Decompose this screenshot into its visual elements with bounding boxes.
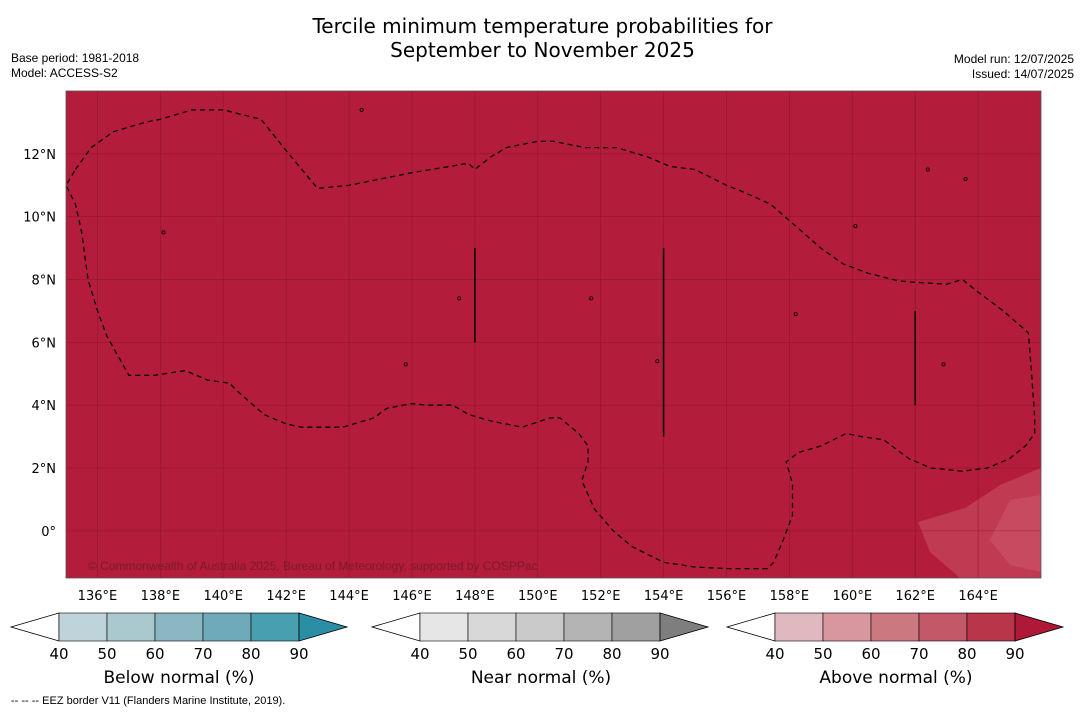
lat-tick-label: 8°N (32, 274, 57, 289)
island-outline (655, 359, 660, 364)
above-normal-colorbar: 40 50 60 70 80 90 (725, 612, 1065, 663)
colorbar-segment (154, 612, 204, 642)
colorbar-tick-label: 40 (765, 645, 784, 663)
island-outline (853, 224, 858, 229)
colorbar-tick-label: 70 (193, 645, 212, 663)
lat-tick-label: 4°N (32, 399, 57, 414)
rainband-lines (474, 248, 916, 437)
colorbar-tick-label: 50 (813, 645, 832, 663)
colorbar-tick-label: 70 (554, 645, 573, 663)
colorbar-segment (774, 612, 824, 642)
island-outline (589, 296, 594, 301)
lon-tick-label: 146°E (392, 589, 432, 604)
latitude-labels: 0° 2°N 4°N 6°N 8°N 10°N 12°N (23, 148, 56, 540)
colorbar-left-extension (370, 612, 421, 642)
eez-border (66, 109, 1036, 570)
colorbar-tick-label: 90 (1005, 645, 1024, 663)
colorbar-left-extension (725, 612, 776, 642)
island-outline (404, 55, 407, 58)
colorbar-tick-label: 80 (241, 645, 260, 663)
islands (161, 55, 968, 367)
copyright-text: © Commonwealth of Australia 2025, Bureau… (88, 559, 538, 573)
meta-left: Base period: 1981-2018 Model: ACCESS-S2 (11, 51, 139, 81)
colorbar-segment (563, 612, 613, 642)
island-outline (941, 362, 946, 367)
model-run-text: Model run: 12/07/2025 (953, 52, 1074, 66)
colorbar-right-extension (1014, 612, 1065, 642)
lat-tick-label: 6°N (32, 336, 57, 351)
below-normal-label: Below normal (%) (103, 668, 255, 688)
colorbar-tick-label: 90 (289, 645, 308, 663)
lon-tick-label: 160°E (833, 589, 873, 604)
colorbar-tick-label: 40 (49, 645, 68, 663)
colorbar-tick-label: 50 (458, 645, 477, 663)
lat-tick-label: 2°N (32, 462, 57, 477)
colorbar-segment (822, 612, 872, 642)
colorbar-segment (966, 612, 1016, 642)
colorbar-segment (202, 612, 252, 642)
colorbar-segment (870, 612, 920, 642)
colorbar-tick-label: 60 (145, 645, 164, 663)
lon-tick-label: 164°E (958, 589, 998, 604)
colorbar-tick-label: 50 (97, 645, 116, 663)
lon-tick-label: 158°E (770, 589, 810, 604)
issued-text: Issued: 14/07/2025 (971, 67, 1074, 81)
colorbar-segment (467, 612, 517, 642)
lon-tick-label: 150°E (518, 589, 558, 604)
below-normal-colorbar: 40 50 60 70 80 90 (9, 612, 349, 663)
colorbar-tick-label: 40 (410, 645, 429, 663)
colorbar-segment (250, 612, 300, 642)
lon-tick-label: 154°E (644, 589, 684, 604)
map-title-line-1: Tercile minimum temperature probabilitie… (312, 14, 773, 38)
island-outline (793, 312, 798, 317)
eez-footnote: -- -- -- EEZ border V11 (Flanders Marine… (11, 695, 286, 707)
colorbar-right-extension (298, 612, 349, 642)
lon-tick-label: 148°E (455, 589, 495, 604)
colorbar-right-extension (659, 612, 710, 642)
lon-tick-label: 162°E (895, 589, 935, 604)
island-outline (403, 362, 408, 367)
model-text: Model: ACCESS-S2 (11, 66, 118, 80)
meta-right: Model run: 12/07/2025 Issued: 14/07/2025 (954, 52, 1074, 82)
colorbar-segment (515, 612, 565, 642)
colorbar-tick-label: 60 (861, 645, 880, 663)
lat-tick-label: 10°N (23, 211, 56, 226)
island-outline (925, 167, 930, 172)
island-outline (359, 107, 364, 112)
colorbar-segment (58, 612, 108, 642)
lon-tick-label: 142°E (266, 589, 306, 604)
near-normal-colorbar: 40 50 60 70 80 90 (370, 612, 710, 663)
lon-tick-label: 138°E (141, 589, 181, 604)
lon-tick-label: 156°E (707, 589, 747, 604)
map-area (66, 91, 1041, 578)
colorbar-tick-label: 80 (957, 645, 976, 663)
colorbar-segment (106, 612, 156, 642)
near-normal-label: Near normal (%) (470, 668, 612, 688)
base-period-text: Base period: 1981-2018 (11, 51, 140, 65)
island-outline (457, 296, 462, 301)
island-outline (161, 230, 166, 235)
longitude-labels: 136°E 138°E 140°E 142°E 144°E 146°E 148°E 150°E… (78, 589, 998, 604)
colorbar-segment (611, 612, 661, 642)
lon-tick-label: 152°E (581, 589, 621, 604)
lat-tick-label: 0° (41, 525, 56, 540)
colorbar-tick-label: 70 (909, 645, 928, 663)
colorbar-segment (918, 612, 968, 642)
lon-tick-label: 140°E (203, 589, 243, 604)
colorbar-tick-label: 90 (650, 645, 669, 663)
lon-tick-label: 144°E (329, 589, 369, 604)
lon-tick-label: 136°E (78, 589, 118, 604)
island-outline (963, 176, 968, 181)
lat-tick-label: 12°N (23, 148, 56, 163)
above-normal-label: Above normal (%) (819, 668, 973, 688)
colorbar-tick-label: 60 (506, 645, 525, 663)
above-normal-lighter-patch (990, 495, 1041, 572)
colorbar-segment (419, 612, 469, 642)
colorbars: 40 50 60 70 80 90 40 50 60 70 80 90 40 50 60 70 80 90 (9, 612, 1065, 663)
map-title: Tercile minimum temperature probabilitie… (0, 14, 1085, 62)
colorbar-tick-label: 80 (602, 645, 621, 663)
colorbar-left-extension (9, 612, 60, 642)
map-title-line-2: September to November 2025 (390, 38, 695, 62)
